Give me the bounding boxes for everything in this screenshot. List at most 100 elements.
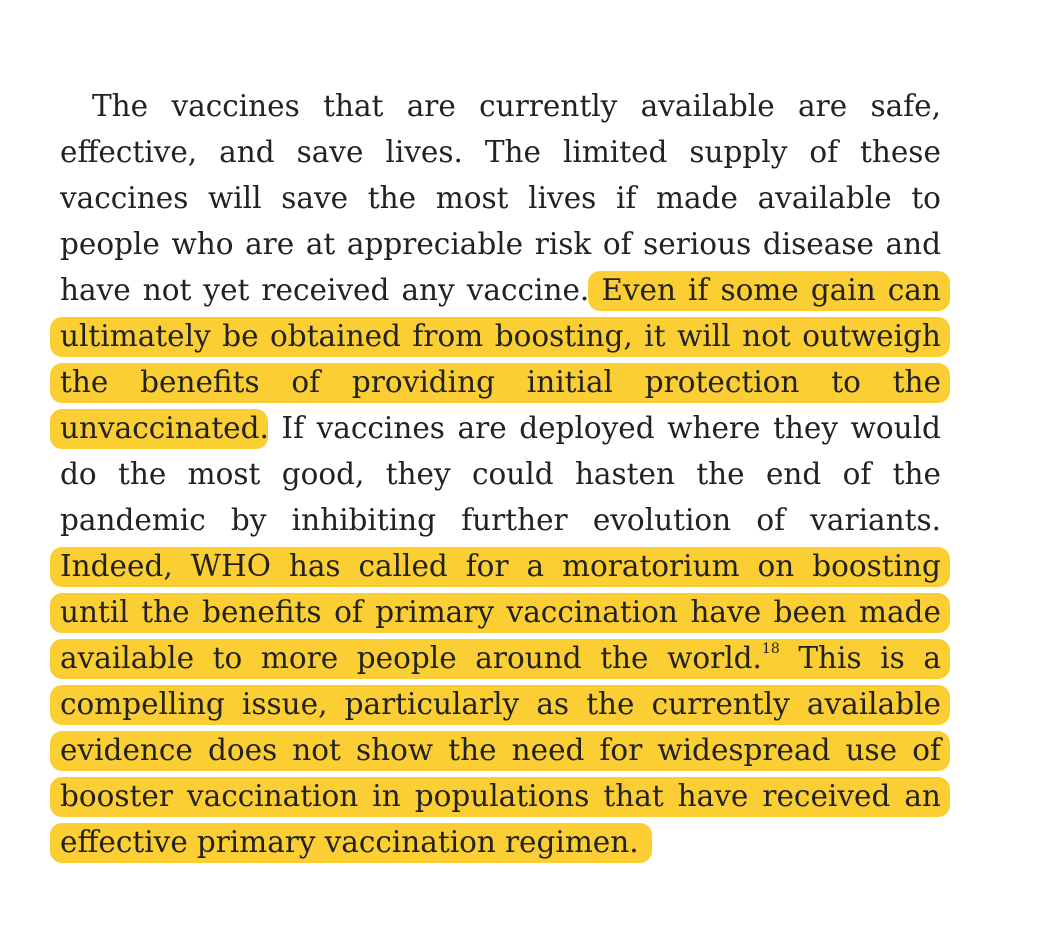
- highlight-mark: [50, 593, 950, 633]
- word: currently: [479, 89, 618, 123]
- word: vaccines: [316, 411, 445, 445]
- word: the: [448, 733, 497, 767]
- highlight-mark: [50, 639, 950, 679]
- word: lives.: [385, 135, 463, 169]
- word: hasten: [574, 457, 675, 491]
- word: at: [305, 227, 336, 261]
- word: been: [773, 595, 847, 629]
- highlight-mark: [50, 685, 950, 725]
- word: until: [60, 595, 129, 629]
- word: serious: [643, 227, 752, 261]
- word: have: [60, 273, 131, 307]
- word: primary: [196, 825, 316, 859]
- word: inhibiting: [291, 503, 437, 537]
- word: protection: [644, 365, 800, 399]
- word: vaccination: [324, 825, 496, 859]
- word: effective: [60, 825, 188, 859]
- word: are: [798, 89, 848, 123]
- word: obtained: [270, 319, 401, 353]
- word: any: [401, 273, 455, 307]
- word: have: [690, 595, 762, 629]
- word: most: [187, 457, 261, 491]
- text-line: pandemic by inhibiting further evolution of va…: [60, 497, 941, 543]
- word: and: [219, 135, 275, 169]
- word: end: [765, 457, 822, 491]
- text-line: vaccines will save the most lives if made availa…: [60, 175, 941, 221]
- word: of: [334, 595, 363, 629]
- word: that: [323, 89, 384, 123]
- highlight-mark: [50, 363, 950, 403]
- word: yet: [203, 273, 250, 307]
- word: populations: [414, 779, 590, 813]
- word: the: [117, 457, 167, 491]
- word: outweigh: [802, 319, 941, 353]
- word: of: [842, 457, 872, 491]
- word: risk: [534, 227, 592, 261]
- word: the: [586, 687, 635, 721]
- word: have: [677, 779, 749, 813]
- word: called: [358, 549, 448, 583]
- text-line: evidence does not show the need for widespread u…: [50, 727, 950, 773]
- word: would: [850, 411, 941, 445]
- word: in: [372, 779, 401, 813]
- word: supply: [689, 135, 788, 169]
- word: are: [406, 89, 456, 123]
- word: safe,: [870, 89, 941, 123]
- word: WHO: [190, 549, 271, 583]
- word: If: [281, 411, 305, 445]
- word: use: [845, 733, 898, 767]
- word: the: [367, 181, 417, 215]
- highlight-mark: [50, 823, 652, 863]
- text-line: have not yet received any vaccine. Even if some g…: [60, 267, 950, 313]
- word: people: [60, 227, 160, 261]
- word: to: [911, 181, 941, 215]
- word: the: [600, 641, 649, 675]
- word: the: [892, 457, 941, 491]
- word: vaccines: [60, 181, 189, 215]
- word: can: [887, 273, 941, 307]
- word: the: [141, 595, 190, 629]
- word: by: [230, 503, 267, 537]
- word: an: [904, 779, 941, 813]
- word: as: [536, 687, 570, 721]
- word: the: [696, 457, 745, 491]
- text-line: booster vaccination in populations that have r…: [50, 773, 950, 819]
- word: ultimately: [60, 319, 211, 353]
- word: they: [385, 457, 451, 491]
- word: some: [720, 273, 799, 307]
- word: boosting: [812, 549, 941, 583]
- word: made: [859, 595, 941, 629]
- text-line: unvaccinated. If vaccines are deployed where t…: [50, 405, 941, 451]
- word: for: [465, 549, 509, 583]
- text-line: effective, and save lives. The limited supply o…: [60, 129, 941, 175]
- word: a: [923, 641, 941, 675]
- word: are: [245, 227, 295, 261]
- word: to: [212, 641, 243, 675]
- word: initial: [526, 365, 613, 399]
- word: of: [809, 135, 839, 169]
- footnote-reference[interactable]: 18: [761, 641, 780, 658]
- word: if: [688, 273, 709, 307]
- word: around: [475, 641, 582, 675]
- word: benefits: [202, 595, 322, 629]
- word: will: [677, 319, 731, 353]
- word: not: [742, 319, 791, 353]
- text-line: ultimately be obtained from boosting, it will n…: [50, 313, 950, 359]
- word: particularly: [344, 687, 520, 721]
- paragraph: The vaccines that are currently available are s…: [50, 83, 950, 865]
- word: save: [281, 181, 349, 215]
- word: evidence: [60, 733, 193, 767]
- word: save: [296, 135, 364, 169]
- word: vaccines: [171, 89, 300, 123]
- word: The: [484, 135, 541, 169]
- word: limited: [562, 135, 668, 169]
- word: available: [640, 89, 775, 123]
- word: it: [644, 319, 666, 353]
- text-line: compelling issue, particularly as the current…: [50, 681, 950, 727]
- word: a: [526, 549, 545, 583]
- word: need: [511, 733, 585, 767]
- text-line: until the benefits of primary vaccination have…: [50, 589, 950, 635]
- word: is: [880, 641, 905, 675]
- word: of: [602, 227, 632, 261]
